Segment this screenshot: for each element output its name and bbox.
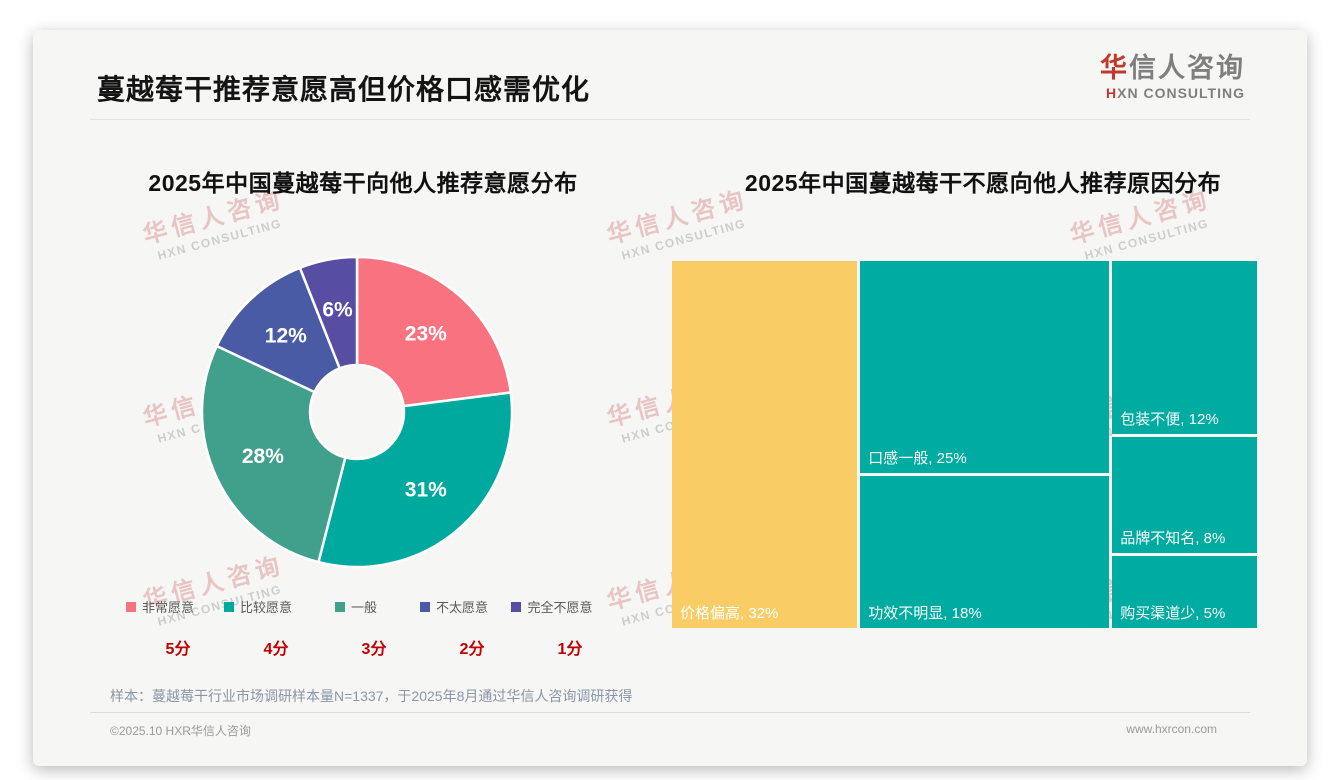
treemap-block: 购买渠道少, 5% — [1112, 555, 1258, 628]
legend-item: 不太愿意 — [405, 597, 503, 616]
legend-swatch-icon — [125, 601, 136, 612]
treemap-block-label: 品牌不知名, 8% — [1120, 529, 1226, 547]
donut-chart: 23% 31% 28% 12% 6% — [200, 255, 514, 569]
donut-slice-4 — [215, 266, 341, 394]
legend-swatch-icon — [223, 601, 234, 612]
logo-chinese-text: 华信人咨询 — [1100, 53, 1245, 83]
donut-slice-1 — [355, 255, 513, 408]
donut-slice-label: 12% — [265, 325, 307, 348]
legend-label: 一般 — [350, 600, 377, 615]
donut-slice-label: 31% — [405, 479, 447, 502]
donut-legend: 非常愿意 比较愿意 一般 不太愿意 完全不愿意 — [111, 597, 601, 616]
donut-slice-label: 23% — [405, 323, 447, 346]
score-label: 1分 — [557, 641, 583, 658]
sample-footnote: 样本：蔓越莓干行业市场调研样本量N=1337，于2025年8月通过华信人咨询调研… — [110, 688, 633, 704]
treemap-block: 功效不明显, 18% — [860, 475, 1110, 628]
footer-divider — [90, 712, 1250, 713]
treemap: 价格偏高, 32% 口感一般, 25% 功效不明显, 18% 包装不便, 12% 品牌不… — [672, 261, 1258, 628]
treemap-block-label: 购买渠道少, 5% — [1120, 604, 1226, 622]
footer-website: www.hxrcon.com — [1126, 722, 1217, 736]
legend-swatch-icon — [511, 601, 522, 612]
page-title: 蔓越莓干推荐意愿高但价格口感需优化 — [97, 74, 591, 105]
legend-item: 完全不愿意 — [503, 597, 601, 616]
donut-slice-label: 28% — [242, 445, 284, 468]
logo-english-text: HXN CONSULTING — [1106, 84, 1245, 101]
treemap-block-label: 包装不便, 12% — [1120, 411, 1219, 429]
donut-slice-2 — [317, 391, 514, 569]
company-logo: 华信人咨询 HXN CONSULTING — [1100, 53, 1245, 101]
legend-label: 完全不愿意 — [527, 600, 593, 615]
legend-label: 比较愿意 — [239, 600, 292, 615]
treemap-block: 品牌不知名, 8% — [1112, 437, 1258, 553]
score-label: 5分 — [165, 641, 191, 658]
donut-slice-5 — [298, 255, 359, 370]
donut-slice-label: 6% — [322, 298, 353, 321]
score-label: 3分 — [361, 641, 387, 658]
legend-swatch-icon — [334, 601, 345, 612]
legend-item: 比较愿意 — [209, 597, 307, 616]
legend-swatch-icon — [419, 601, 430, 612]
slide-card: 华信人咨询 HXN CONSULTING 华信人咨询 HXN CONSULTING 华信… — [33, 30, 1307, 766]
score-row: 5分 4分 3分 2分 1分 — [129, 635, 619, 659]
treemap-block: 价格偏高, 32% — [672, 261, 858, 628]
legend-label: 不太愿意 — [435, 600, 488, 615]
donut-chart-title: 2025年中国蔓越莓干向他人推荐意愿分布 — [148, 170, 578, 196]
treemap-block-label: 功效不明显, 18% — [868, 604, 982, 622]
treemap-block: 包装不便, 12% — [1112, 261, 1258, 435]
treemap-chart-title: 2025年中国蔓越莓干不愿向他人推荐原因分布 — [744, 170, 1222, 196]
treemap-block-label: 口感一般, 25% — [868, 449, 967, 467]
footer-copyright: ©2025.10 HXR华信人咨询 — [110, 724, 251, 738]
treemap-block-label: 价格偏高, 32% — [680, 605, 779, 622]
legend-item: 一般 — [307, 597, 405, 616]
donut-slice-3 — [200, 344, 347, 564]
treemap-block: 口感一般, 25% — [860, 261, 1110, 473]
title-divider — [90, 119, 1250, 120]
score-label: 2分 — [459, 641, 485, 658]
score-label: 4分 — [263, 641, 289, 658]
legend-item: 非常愿意 — [111, 597, 209, 616]
legend-label: 非常愿意 — [141, 600, 194, 615]
